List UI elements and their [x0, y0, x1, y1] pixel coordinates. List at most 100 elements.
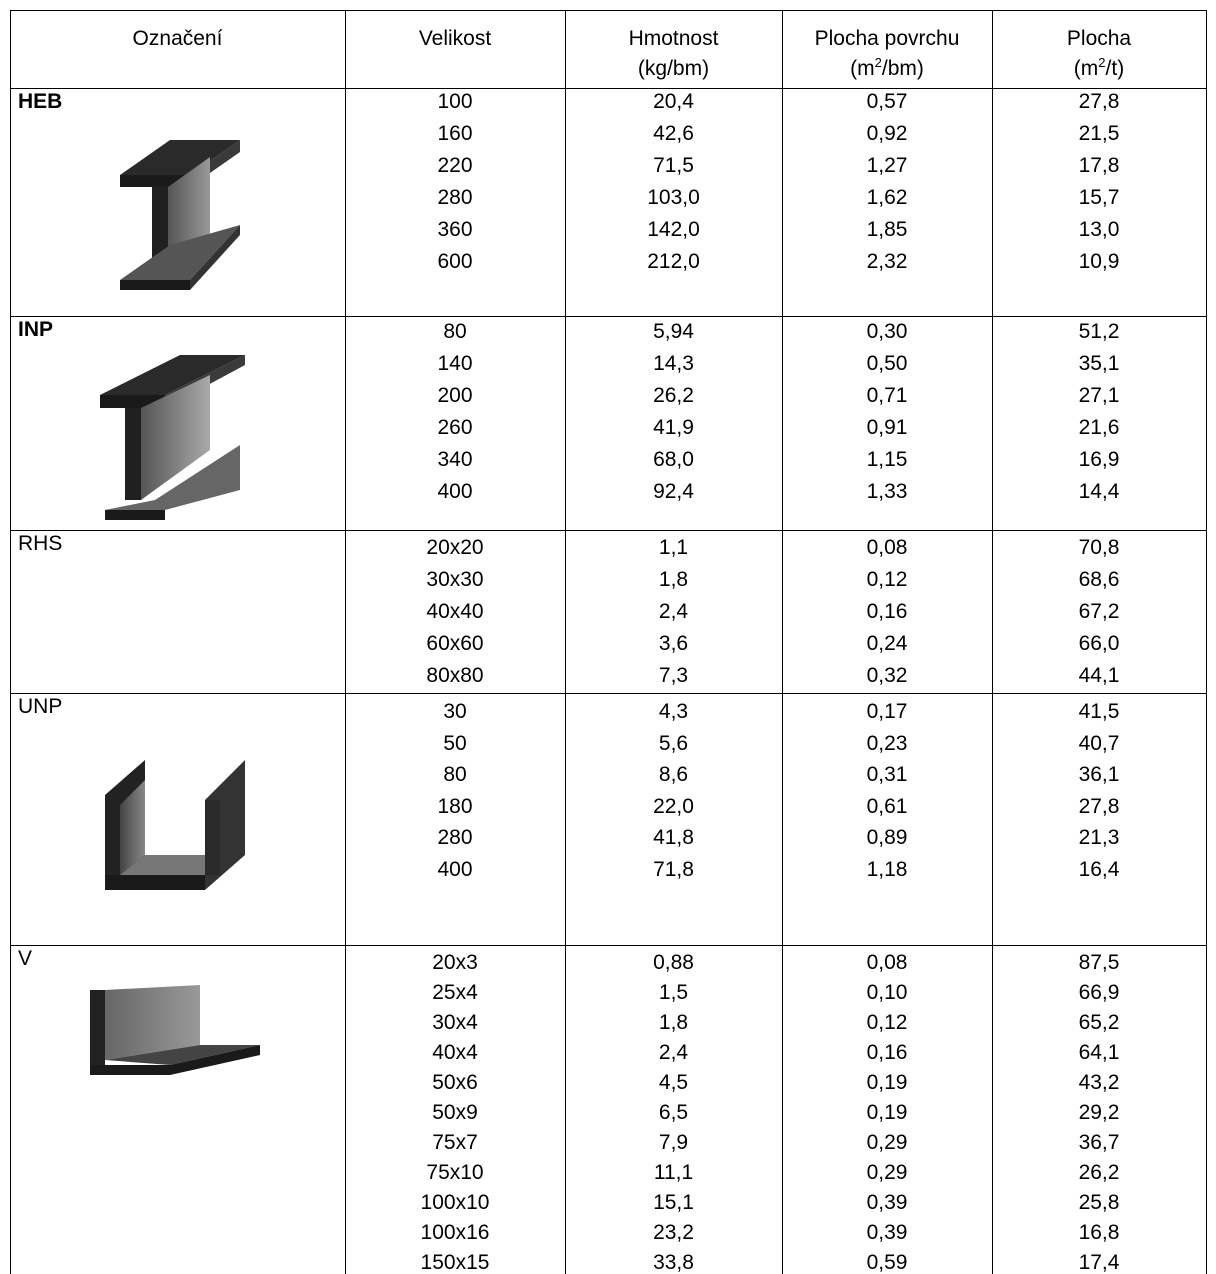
cell: 68,0 [653, 448, 694, 471]
column-line [992, 10, 993, 1274]
cell: 4,3 [658, 700, 689, 723]
cell: 50x6 [432, 1071, 478, 1094]
cell: 2,32 [866, 250, 908, 273]
header-unit: (m2/bm) [850, 55, 924, 80]
cell: 1,27 [866, 154, 908, 177]
cell: 10,9 [1078, 250, 1120, 273]
cell: 87,5 [1078, 951, 1120, 974]
cell: 35,1 [1078, 352, 1120, 375]
header-unit-part: (m [1073, 57, 1099, 80]
cell: 0,24 [866, 632, 908, 655]
cell: 41,5 [1078, 700, 1120, 723]
cell: 14,3 [653, 352, 694, 375]
cell: 280 [437, 826, 473, 850]
header-title: Plocha povrchu [814, 27, 960, 50]
cell: 68,6 [1078, 568, 1120, 591]
cell: 75x10 [426, 1161, 484, 1184]
group-line [10, 945, 1207, 946]
cell: 71,5 [653, 154, 694, 177]
cell: 142,0 [647, 218, 700, 241]
cell: 30x30 [426, 568, 484, 591]
cell: 71,8 [653, 858, 694, 881]
cell: 70,8 [1078, 536, 1120, 559]
cell: 0,23 [866, 731, 908, 755]
cell: 0,29 [866, 1161, 908, 1184]
header-unit-part: /bm) [881, 57, 924, 80]
header-title: Velikost [418, 27, 492, 50]
column-line [565, 10, 566, 1274]
cell: 80 [443, 320, 467, 343]
cell: 42,6 [653, 122, 694, 145]
header-line [10, 88, 1207, 89]
group-name: RHS [18, 532, 63, 555]
cell: 27,8 [1078, 794, 1120, 818]
cell: 80 [443, 763, 467, 787]
cell: 103,0 [647, 186, 700, 209]
cell: 3,6 [658, 632, 689, 655]
group-name: INP [18, 318, 54, 341]
cell: 15,1 [653, 1191, 694, 1214]
cell: 260 [437, 416, 473, 439]
cell: 1,15 [866, 448, 908, 471]
cell: 280 [437, 186, 473, 209]
cell: 14,4 [1078, 480, 1120, 503]
cell: 212,0 [647, 250, 700, 273]
cell: 0,61 [866, 794, 908, 818]
cell: 2,4 [658, 600, 689, 623]
cell: 0,29 [866, 1131, 908, 1154]
cell: 13,0 [1078, 218, 1120, 241]
group-line [10, 693, 1207, 694]
cell: 36,1 [1078, 763, 1120, 787]
cell: 0,71 [866, 384, 908, 407]
cell: 6,5 [658, 1101, 689, 1124]
cell: 15,7 [1078, 186, 1120, 209]
header-unit-part: 2 [874, 55, 882, 70]
cell: 41,8 [653, 826, 694, 850]
cell: 20,4 [653, 90, 694, 113]
cell: 4,5 [658, 1071, 689, 1094]
cell: 5,94 [653, 320, 694, 343]
cell: 140 [437, 352, 473, 375]
cell: 67,2 [1078, 600, 1120, 623]
cell: 1,8 [658, 1011, 689, 1034]
cell: 400 [437, 858, 473, 881]
cell: 100x10 [420, 1191, 490, 1214]
header-unit-part: /t) [1105, 57, 1125, 80]
v-icon [90, 985, 260, 1075]
cell: 66,0 [1078, 632, 1120, 655]
cell: 50 [443, 731, 467, 755]
cell: 5,6 [658, 731, 689, 755]
column-line [782, 10, 783, 1274]
cell: 41,9 [653, 416, 694, 439]
cell: 75x7 [432, 1131, 478, 1154]
cell: 0,31 [866, 763, 908, 787]
header-unit: (kg/bm) [637, 57, 710, 80]
column-line [1206, 10, 1207, 1274]
cell: 30x4 [432, 1011, 478, 1034]
cell: 21,6 [1078, 416, 1120, 439]
heb-icon [120, 140, 240, 290]
cell: 40x4 [432, 1041, 478, 1064]
cell: 16,4 [1078, 858, 1120, 881]
cell: 21,5 [1078, 122, 1120, 145]
group-name: HEB [18, 90, 63, 113]
cell: 160 [437, 122, 473, 145]
header-title: Označení [132, 27, 223, 50]
cell: 600 [437, 250, 473, 273]
cell: 26,2 [1078, 1161, 1120, 1184]
cell: 1,5 [658, 981, 689, 1004]
cell: 100x16 [420, 1221, 490, 1244]
cell: 21,3 [1078, 826, 1120, 850]
cell: 0,19 [866, 1101, 908, 1124]
cell: 0,12 [866, 568, 908, 591]
cell: 27,8 [1078, 90, 1120, 113]
cell: 22,0 [653, 794, 694, 818]
inp-icon [100, 355, 245, 520]
cell: 0,10 [866, 981, 908, 1004]
cell: 0,91 [866, 416, 908, 439]
cell: 17,8 [1078, 154, 1120, 177]
cell: 25,8 [1078, 1191, 1120, 1214]
cell: 27,1 [1078, 384, 1120, 407]
header-unit: (m2/t) [1073, 56, 1125, 80]
